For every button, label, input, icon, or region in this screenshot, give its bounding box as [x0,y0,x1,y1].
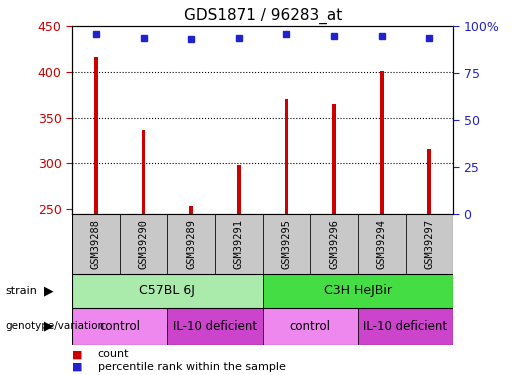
Bar [167,308,263,345]
Text: C3H HeJBir: C3H HeJBir [324,284,392,297]
Text: ▶: ▶ [44,320,54,333]
Bar [167,214,215,274]
Text: GSM39289: GSM39289 [186,219,196,269]
Bar [263,308,358,345]
Bar [285,99,288,214]
Text: C57BL 6J: C57BL 6J [140,284,195,297]
Bar [263,214,310,274]
Bar [72,308,167,345]
Text: control: control [290,320,331,333]
Bar [358,214,405,274]
Text: count: count [98,350,129,359]
Text: ■: ■ [72,362,82,372]
Bar [190,206,193,214]
Text: ▶: ▶ [44,284,54,297]
Bar [358,308,453,345]
Bar [72,214,119,274]
Text: GSM39297: GSM39297 [424,219,434,269]
Bar [94,57,98,214]
Bar [405,214,453,274]
Bar [119,214,167,274]
Bar [142,130,145,214]
Bar [310,214,358,274]
Title: GDS1871 / 96283_at: GDS1871 / 96283_at [183,7,342,24]
Text: control: control [99,320,140,333]
Bar [332,104,336,214]
Text: IL-10 deficient: IL-10 deficient [364,320,448,333]
Text: GSM39291: GSM39291 [234,219,244,269]
Text: strain: strain [5,286,37,296]
Text: GSM39294: GSM39294 [377,219,387,269]
Text: percentile rank within the sample: percentile rank within the sample [98,362,286,372]
Text: GSM39288: GSM39288 [91,219,101,269]
Text: genotype/variation: genotype/variation [5,321,104,331]
Text: GSM39296: GSM39296 [329,219,339,269]
Text: IL-10 deficient: IL-10 deficient [173,320,257,333]
Text: ■: ■ [72,350,82,359]
Bar [215,214,263,274]
Text: GSM39295: GSM39295 [282,219,291,269]
Bar [380,71,384,214]
Bar [263,274,453,308]
Bar [427,149,431,214]
Bar [72,274,263,308]
Text: GSM39290: GSM39290 [139,219,148,269]
Bar [237,165,241,214]
